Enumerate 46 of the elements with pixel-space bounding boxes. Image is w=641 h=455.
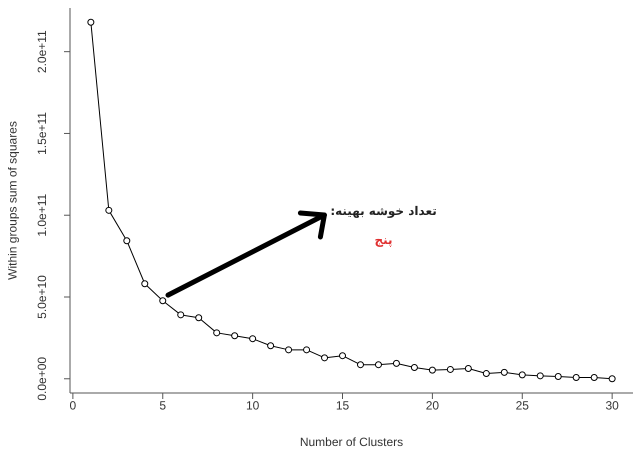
point: [177, 311, 184, 318]
x-tick-label: 0: [70, 398, 77, 413]
point: [356, 361, 364, 368]
point: [428, 366, 436, 374]
x-tick-label: 10: [246, 398, 260, 413]
point: [123, 237, 130, 244]
y-tick-label: 2.0e+11: [35, 30, 49, 74]
point: [590, 374, 598, 381]
point: [105, 206, 112, 214]
point: [608, 375, 616, 382]
point: [572, 374, 580, 381]
y-tick-label: 1.0e+11: [35, 193, 49, 237]
point: [339, 352, 346, 360]
point: [446, 366, 454, 373]
x-tick-label: 5: [159, 398, 166, 413]
y-axis-title: Within groups sum of squares: [5, 121, 20, 280]
point: [303, 346, 310, 354]
point: [536, 372, 544, 380]
annotation: پنج: [374, 233, 394, 248]
point: [374, 361, 382, 368]
y-tick-label: 5.0e+10: [35, 274, 49, 319]
point: [554, 372, 562, 380]
x-tick-label: 30: [605, 398, 620, 413]
point: [87, 18, 94, 26]
point: [410, 364, 418, 371]
x-tick-label: 15: [336, 398, 350, 413]
annotation: تعداد خوشه بهینه:: [329, 204, 438, 218]
x-tick-label: 25: [516, 398, 530, 413]
point: [392, 360, 400, 367]
point: [249, 335, 256, 342]
point: [464, 364, 472, 372]
y-tick-label: 0.0e+00: [35, 356, 49, 401]
point: [141, 280, 148, 288]
point: [285, 346, 292, 354]
point: [500, 368, 508, 376]
point: [231, 332, 238, 340]
point: [195, 314, 202, 322]
point: [518, 371, 526, 378]
point: [482, 370, 490, 378]
point: [321, 354, 328, 362]
x-tick-label: 20: [426, 398, 440, 413]
y-tick-label: 1.5e+11: [35, 112, 49, 155]
point: [213, 329, 220, 336]
point: [159, 297, 166, 304]
point: [267, 342, 274, 350]
x-axis-title: Number of Clusters: [300, 435, 404, 449]
